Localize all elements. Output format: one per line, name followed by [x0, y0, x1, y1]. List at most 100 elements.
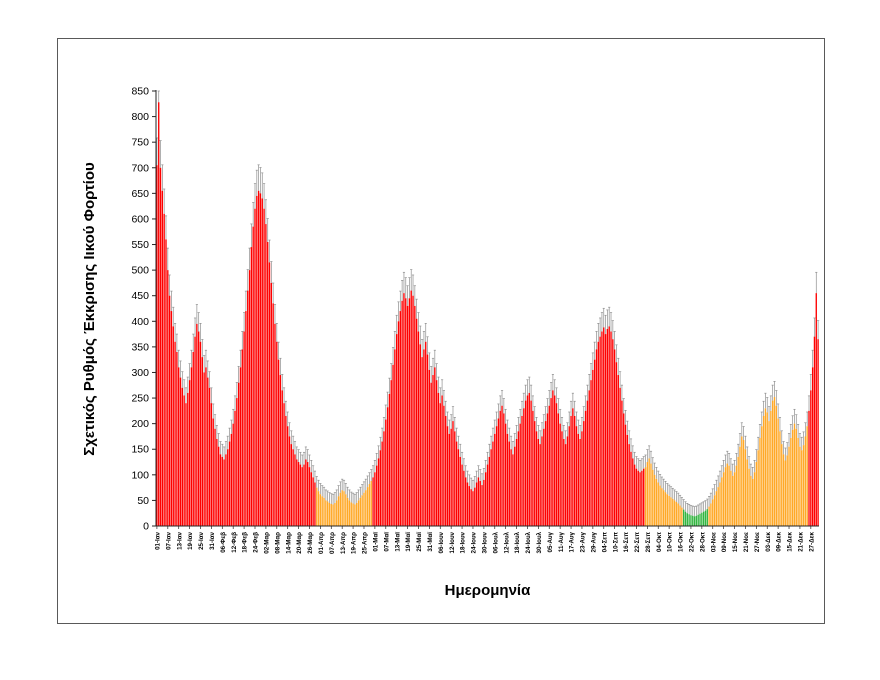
bar [586, 400, 589, 526]
bar [684, 511, 687, 526]
bar [397, 321, 400, 526]
x-tick-label: 13-Μαϊ [394, 532, 401, 552]
bar [459, 456, 461, 526]
bar [415, 318, 418, 526]
bar [281, 390, 283, 526]
x-tick-label: 19-Μαϊ [405, 532, 412, 552]
x-tick-label: 06-Ιουλ [492, 531, 499, 553]
y-tick-label: 400 [131, 316, 149, 328]
bar [368, 484, 371, 526]
x-tick-label: 29-Αυγ [590, 531, 597, 552]
bar [181, 387, 184, 526]
bar [254, 208, 256, 527]
bar [390, 380, 392, 526]
y-tick-label: 800 [131, 111, 149, 123]
bar [810, 390, 812, 526]
x-tick-label: 18-Φεβ [242, 532, 249, 553]
bar [537, 439, 540, 526]
bar [201, 357, 203, 526]
x-tick-label: 10-Οκτ [667, 532, 674, 552]
x-tick-label: 04-Οκτ [656, 532, 663, 552]
y-tick-label: 750 [131, 137, 149, 149]
bar [646, 462, 649, 526]
bar [170, 311, 173, 526]
bar [544, 421, 547, 526]
bar [388, 393, 391, 526]
bar [579, 439, 581, 526]
bar [303, 464, 305, 526]
chart-frame: 0 50 100 150 200 250 300 350 400 450 500 550 600 650 7… [57, 38, 825, 624]
bar [782, 454, 785, 526]
bar [615, 362, 618, 526]
bar [279, 375, 282, 526]
bar [441, 395, 443, 526]
bar [250, 247, 253, 526]
bar [332, 504, 334, 526]
x-axis-title: Ημερομηνία [444, 582, 531, 599]
bar [686, 513, 688, 526]
x-tick-label: 28-Οκτ [699, 532, 706, 552]
bar [241, 349, 243, 526]
bar [648, 458, 650, 526]
bar [305, 459, 307, 526]
bar [808, 410, 810, 526]
x-tick-label: 28-Σεπ [645, 532, 652, 553]
bar [419, 344, 421, 526]
x-tick-label: 12-Ιουλ [503, 531, 510, 553]
y-tick-label: 450 [131, 290, 149, 302]
x-tick-label: 18-Ιουλ [514, 531, 521, 553]
bar [753, 472, 756, 526]
bar [781, 444, 783, 526]
bar [234, 410, 236, 526]
bar [357, 500, 360, 526]
bar [326, 501, 329, 526]
bar [319, 494, 322, 526]
bar [570, 415, 572, 526]
bar [336, 500, 338, 526]
bar [526, 395, 529, 526]
bar [737, 456, 739, 526]
x-tick-label: 30-Ιουν [481, 531, 488, 553]
bar [510, 449, 512, 526]
bar [486, 464, 489, 526]
bar [434, 367, 436, 526]
bar [717, 487, 719, 526]
bar [288, 436, 291, 526]
bar [490, 449, 492, 526]
bar [176, 352, 178, 526]
x-tick-label: 25-Ιαν [198, 531, 205, 549]
bar [706, 509, 708, 526]
bar [263, 208, 265, 527]
x-tick-label: 05-Αυγ [547, 531, 554, 552]
bar [744, 449, 747, 526]
bar [156, 165, 158, 526]
bar [643, 468, 645, 526]
bar [559, 423, 561, 526]
bar [508, 441, 510, 526]
bar [534, 421, 536, 526]
y-tick-label: 350 [131, 341, 149, 353]
bar [762, 415, 765, 526]
bar [539, 444, 541, 526]
x-tick-label: 16-Σεπ [623, 532, 630, 553]
bar [158, 102, 160, 526]
bar [681, 507, 683, 526]
bar [693, 516, 696, 526]
bar [366, 487, 369, 526]
bar [528, 392, 530, 526]
bar [212, 418, 214, 526]
bar [190, 367, 193, 526]
y-tick-label: 500 [131, 265, 149, 277]
bar [813, 336, 816, 526]
bar [406, 305, 409, 526]
bar [699, 513, 701, 526]
x-tick-label: 11-Αυγ [558, 531, 565, 552]
bar [383, 431, 385, 526]
bar [230, 433, 233, 526]
bar [334, 502, 336, 526]
bar [592, 369, 594, 526]
bar [457, 449, 460, 526]
bar [561, 431, 563, 526]
bar [690, 515, 692, 526]
bar [261, 198, 263, 526]
